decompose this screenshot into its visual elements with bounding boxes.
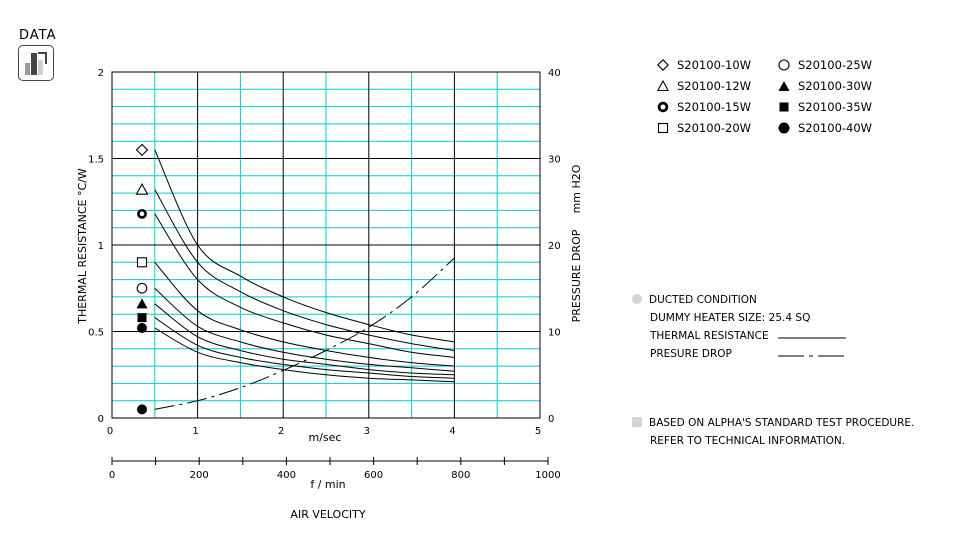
legend-label: S20100-30W [798, 79, 873, 93]
chart-legend: S20100-10W S20100-12W S20100-15W S20100-… [657, 58, 917, 142]
series-marker [136, 257, 148, 268]
x-flow-tick-label: 0 [109, 470, 115, 481]
x-velocity-tick-label: 1 [192, 426, 198, 437]
x-axis-title: AIR VELOCITY [290, 508, 365, 521]
triangle-filled-marker-icon [778, 81, 790, 91]
y-right-axis-label: PRESSURE DROP [570, 229, 583, 322]
y-right-tick-label: 40 [548, 68, 561, 79]
y-right-tick-label: 10 [548, 328, 561, 339]
x-flow-tick-label: 1000 [535, 470, 560, 481]
ring-bold-marker-icon [657, 101, 669, 113]
data-badge-label: DATA [19, 28, 57, 43]
y-right-axis-unit: mm H2O [570, 164, 583, 213]
series-marker [137, 404, 147, 415]
square-bullet-icon [632, 417, 642, 427]
note-test-procedure: BASED ON ALPHA'S STANDARD TEST PROCEDURE… [632, 417, 914, 429]
legend-label: S20100-35W [798, 100, 873, 114]
x-velocity-tick-label: 0 [107, 426, 113, 437]
thermal-resistance-line [154, 317, 455, 379]
triangle-open-marker-icon [657, 80, 669, 92]
x-velocity-axis-label: m/sec [309, 431, 342, 444]
series-marker [135, 143, 149, 157]
legend-item: S20100-20W [657, 121, 751, 135]
pressure-drop-text: PRESURE DROP [650, 348, 732, 360]
square-filled-marker-icon [779, 102, 789, 112]
y-left-tick-label: 1.5 [88, 155, 104, 166]
legend-item: S20100-12W [657, 79, 751, 93]
series-marker [135, 182, 149, 195]
legend-label: S20100-40W [798, 121, 873, 135]
pressure-drop-line [154, 257, 455, 410]
thermal-resistance-line [154, 149, 455, 343]
dashed-line-sample-icon [778, 355, 846, 357]
ducted-condition-text: DUCTED CONDITION [649, 294, 757, 306]
circle-filled-marker-icon [778, 122, 790, 134]
thermal-resistance-text: THERMAL RESISTANCE [650, 330, 769, 342]
series-marker [137, 313, 147, 323]
y-right-tick-label: 20 [548, 241, 561, 252]
y-left-axis-label: THERMAL RESISTANCE °C/W [76, 168, 89, 325]
y-left-tick-label: 0 [98, 414, 104, 425]
x-flow-axis-label: f / min [310, 478, 345, 491]
note-technical-info: REFER TO TECHNICAL INFORMATION. [650, 435, 846, 447]
plot-frame [111, 71, 541, 419]
data-bar-icon [18, 45, 54, 81]
note-heater-size: DUMMY HEATER SIZE: 25.4 SQ [650, 312, 811, 324]
legend-item: S20100-40W [778, 121, 872, 135]
circle-open-marker-icon [778, 59, 790, 71]
y-left-tick-label: 1 [98, 241, 104, 252]
legend-label: S20100-15W [677, 100, 752, 114]
x-flow-tick-label: 800 [451, 470, 470, 481]
x-flow-tick-label: 400 [277, 470, 296, 481]
series-marker [136, 282, 148, 294]
legend-item: S20100-10W [657, 58, 751, 72]
note-thermal-resistance: THERMAL RESISTANCE [650, 330, 846, 342]
thermal-resistance-line [154, 287, 455, 372]
solid-line-sample-icon [778, 337, 846, 339]
chart-markers [135, 143, 149, 415]
square-open-marker-icon [657, 122, 669, 134]
note-pressure-drop: PRESURE DROP [650, 348, 846, 360]
diamond-open-marker-icon [657, 59, 669, 71]
legend-label: S20100-12W [677, 79, 752, 93]
y-left-tick-label: 0.5 [88, 328, 104, 339]
legend-label: S20100-20W [677, 121, 752, 135]
legend-label: S20100-25W [798, 58, 873, 72]
legend-label: S20100-10W [677, 58, 752, 72]
x-velocity-tick-label: 3 [364, 426, 370, 437]
legend-item: S20100-35W [778, 100, 872, 114]
thermal-resistance-line [154, 261, 455, 367]
series-marker [136, 298, 148, 309]
note-ducted-condition: DUCTED CONDITION [632, 294, 757, 306]
round-bullet-icon [632, 294, 642, 304]
chart-series [154, 149, 455, 410]
y-left-tick-label: 2 [98, 68, 104, 79]
series-marker [137, 323, 147, 334]
x-flow-tick-label: 200 [190, 470, 209, 481]
x-velocity-tick-label: 5 [535, 426, 541, 437]
x-flow-tick-label: 600 [364, 470, 383, 481]
legend-item: S20100-30W [778, 79, 872, 93]
y-right-tick-label: 0 [548, 414, 554, 425]
thermal-resistance-line [154, 327, 455, 383]
legend-item: S20100-25W [778, 58, 872, 72]
y-right-tick-label: 30 [548, 155, 561, 166]
series-marker [137, 208, 147, 219]
thermal-resistance-line [154, 213, 455, 358]
chart-grid [112, 72, 540, 418]
thermal-resistance-line [154, 189, 455, 351]
x-velocity-tick-label: 2 [278, 426, 284, 437]
thermal-resistance-line [154, 303, 455, 376]
legend-item: S20100-15W [657, 100, 751, 114]
data-badge: DATA [18, 28, 57, 81]
test-procedure-text: BASED ON ALPHA'S STANDARD TEST PROCEDURE… [649, 417, 915, 429]
x-velocity-tick-label: 4 [449, 426, 455, 437]
